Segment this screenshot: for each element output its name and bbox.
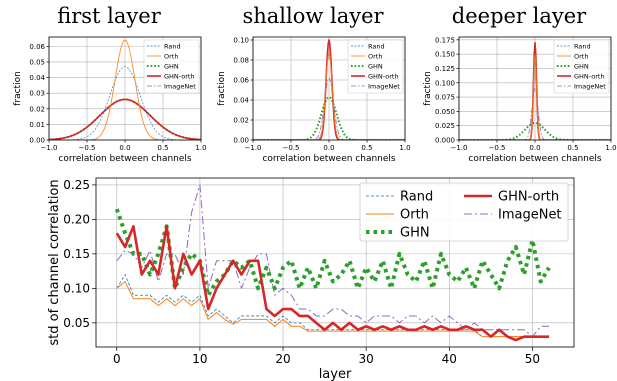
y-tick-label: 0.00	[233, 137, 249, 145]
x-tick-label: −0.5	[79, 144, 96, 152]
legend-label: ImageNet	[498, 208, 562, 223]
x-tick-label: −1.0	[41, 144, 58, 152]
x-tick-label: 1.0	[605, 144, 616, 152]
chart-3: 0 10 20 30 40 50 0.05 0.10 0.15 0.20 0.25 layer std …	[47, 178, 574, 381]
x-tick-label: 0.0	[119, 144, 130, 152]
y-tick-label: 0.125	[435, 65, 455, 73]
legend-label: GHN-orth	[574, 73, 605, 81]
x-tick-label: 30	[359, 352, 374, 366]
x-tick-label: 0.5	[361, 144, 372, 152]
y-tick-label: 0.10	[233, 37, 249, 45]
x-tick-label: 20	[275, 352, 290, 366]
legend: Rand Orth GHN GHN-orth ImageNet	[144, 40, 199, 93]
chart-0: first layer −1.0 −0.5 0.0 0.5 1.0 0.00 0.01 0.02…	[13, 4, 207, 164]
legend-label: Rand	[164, 43, 181, 51]
x-tick-label: −0.5	[283, 144, 300, 152]
legend: Rand Orth GHN GHN-orth ImageNet	[348, 40, 403, 93]
chart-1: shallow layer −1.0 −0.5 0.0 0.5 1.0 0.00 0.02 0.…	[217, 4, 411, 164]
legend-label: Rand	[368, 43, 385, 51]
x-tick-label: 40	[442, 352, 457, 366]
y-tick-label: 0.150	[435, 51, 455, 59]
y-axis-label: fraction	[13, 71, 23, 106]
x-tick-label: 50	[525, 352, 540, 366]
y-tick-label: 0.06	[29, 43, 45, 51]
y-tick-label: 0.08	[233, 57, 249, 65]
legend: Rand Orth GHN GHN-orth ImageNet	[360, 183, 568, 241]
y-tick-label: 0.000	[435, 137, 455, 145]
x-axis-label: correlation between channels	[58, 154, 192, 164]
legend-label: Orth	[400, 208, 429, 223]
legend-label: Orth	[164, 53, 178, 61]
y-tick-label: 0.05	[29, 58, 45, 66]
x-tick-label: 0.5	[157, 144, 168, 152]
x-axis-label: correlation between channels	[262, 154, 396, 164]
y-tick-label: 0.050	[435, 108, 455, 116]
legend-label: GHN	[574, 63, 589, 71]
x-tick-label: 0.0	[529, 144, 540, 152]
legend-label: Orth	[368, 53, 382, 61]
x-tick-label: 0.5	[567, 144, 578, 152]
y-tick-label: 0.01	[29, 121, 45, 129]
x-tick-label: 10	[192, 352, 207, 366]
y-tick-label: 0.075	[435, 94, 455, 102]
y-tick-label: 0.04	[29, 74, 45, 82]
y-tick-label: 0.02	[233, 117, 249, 125]
y-tick-label: 0.02	[29, 105, 45, 113]
x-tick-label: −0.5	[489, 144, 506, 152]
y-axis-label: fraction	[217, 71, 227, 106]
y-tick-label: 0.25	[63, 178, 90, 192]
x-tick-label: 1.0	[195, 144, 206, 152]
legend-label: ImageNet	[164, 83, 196, 91]
chart-2: deeper layer −1.0 −0.5 0.0 0.5 1.0 0.000 0.025 0…	[423, 4, 617, 164]
y-tick-label: 0.05	[63, 316, 90, 330]
y-tick-label: 0.20	[63, 212, 90, 226]
x-tick-label: −1.0	[245, 144, 262, 152]
y-tick-label: 0.175	[435, 36, 455, 44]
legend-label: Orth	[574, 53, 588, 61]
x-axis-label: correlation between channels	[468, 154, 602, 164]
legend-label: Rand	[574, 43, 591, 51]
legend-label: GHN	[400, 226, 430, 241]
legend-label: GHN-orth	[368, 73, 399, 81]
y-tick-label: 0.06	[233, 77, 249, 85]
legend-label: GHN-orth	[164, 73, 195, 81]
x-tick-label: 1.0	[399, 144, 410, 152]
x-axis-label: layer	[319, 367, 352, 381]
chart-title: deeper layer	[452, 4, 587, 28]
legend-label: GHN	[368, 63, 383, 71]
y-tick-label: 0.10	[63, 281, 90, 295]
legend-label: Rand	[400, 190, 433, 205]
legend-label: GHN-orth	[498, 190, 559, 205]
x-tick-label: 0.0	[323, 144, 334, 152]
y-axis-label: std of channel correlation	[47, 179, 62, 345]
chart-title: first layer	[57, 4, 161, 28]
legend-label: ImageNet	[368, 83, 400, 91]
y-tick-label: 0.15	[63, 247, 90, 261]
y-tick-label: 0.03	[29, 90, 45, 98]
x-tick-label: 0	[113, 352, 121, 366]
legend-label: GHN	[164, 63, 179, 71]
legend: Rand Orth GHN GHN-orth ImageNet	[554, 40, 609, 93]
y-tick-label: 0.100	[435, 79, 455, 87]
x-tick-label: −1.0	[451, 144, 468, 152]
y-tick-label: 0.025	[435, 122, 455, 130]
series-line-rand	[117, 275, 549, 337]
y-axis-label: fraction	[423, 71, 433, 106]
legend-label: ImageNet	[574, 83, 606, 91]
y-tick-label: 0.04	[233, 97, 249, 105]
y-tick-label: 0.00	[29, 137, 45, 145]
chart-title: shallow layer	[242, 4, 384, 28]
